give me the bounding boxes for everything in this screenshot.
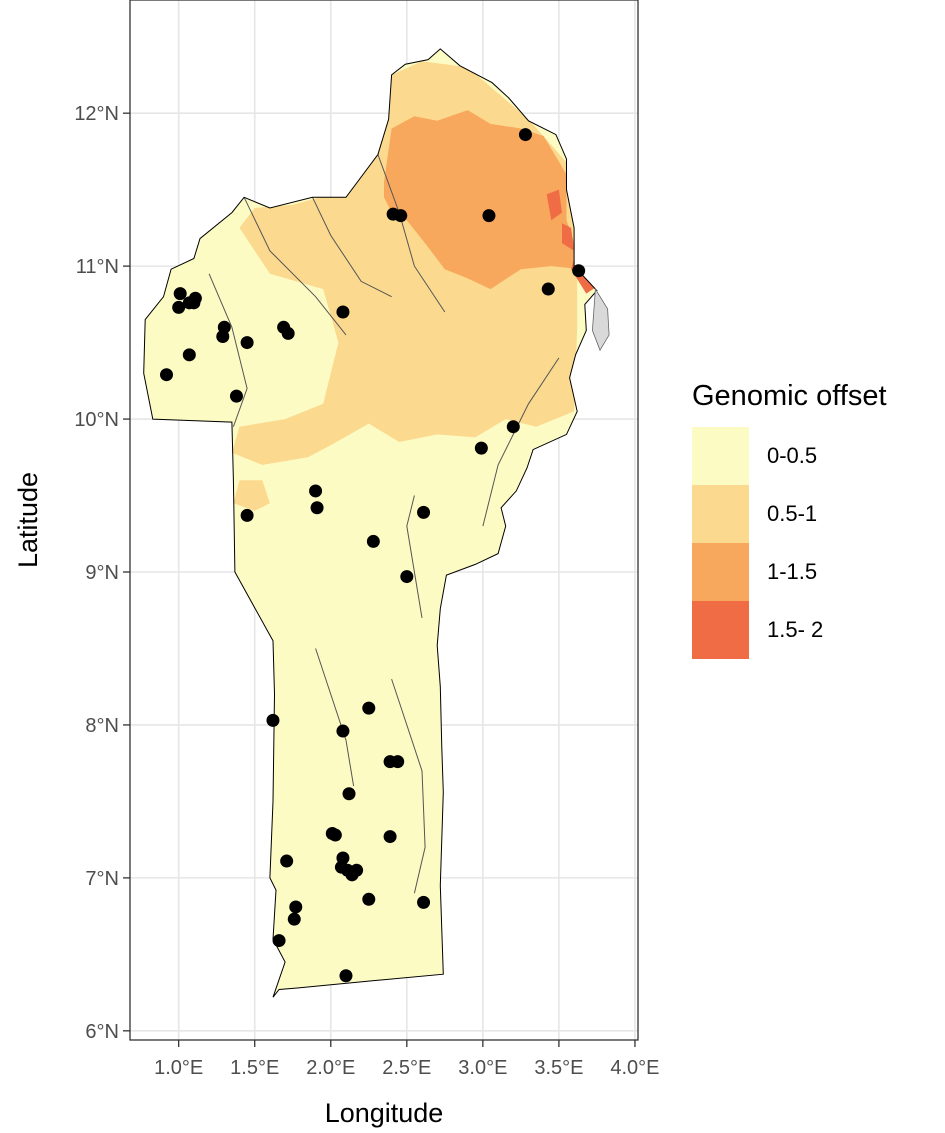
sample-point xyxy=(339,969,353,983)
sample-point xyxy=(229,389,243,403)
legend-key xyxy=(692,485,749,543)
sample-point xyxy=(216,329,230,343)
x-tick-label: 2.5°E xyxy=(382,1057,431,1079)
legend: Genomic offset 0-0.5 0.5-1 1-1.5 1.5- 2 xyxy=(692,380,887,659)
river-line xyxy=(406,495,423,618)
sample-point xyxy=(173,287,187,301)
x-tick-label: 3.0°E xyxy=(458,1057,507,1079)
sample-point xyxy=(366,534,380,548)
sample-point xyxy=(362,701,376,715)
y-tick-label: 11°N xyxy=(76,256,119,278)
y-axis-title: Latitude xyxy=(13,472,43,568)
x-tick-label: 1.0°E xyxy=(154,1057,203,1079)
sample-point xyxy=(240,508,254,522)
sample-points xyxy=(160,128,586,983)
sample-point xyxy=(482,209,496,223)
sample-point xyxy=(289,900,303,914)
sample-point xyxy=(287,912,301,926)
sample-point xyxy=(280,854,294,868)
sample-point xyxy=(240,336,254,350)
sample-point xyxy=(506,420,520,434)
sample-point xyxy=(182,348,196,362)
y-tick-label: 8°N xyxy=(85,715,119,737)
legend-label: 0.5-1 xyxy=(767,501,818,526)
sample-point xyxy=(572,264,586,278)
sample-point xyxy=(336,305,350,319)
river-line xyxy=(315,648,355,787)
zone-0.5-1-b xyxy=(233,480,270,511)
sample-point xyxy=(342,787,356,801)
sample-point xyxy=(336,724,350,738)
sample-point xyxy=(328,828,342,842)
river-line xyxy=(377,154,446,313)
sample-point xyxy=(541,282,555,296)
sample-point xyxy=(417,895,431,909)
sample-point xyxy=(272,934,286,948)
y-axis-ticks: 6°N 7°N 8°N 9°N 10°N 11°N 12°N xyxy=(74,103,130,1043)
x-axis-title: Longitude xyxy=(325,1098,444,1128)
sample-point xyxy=(474,441,488,455)
sample-point xyxy=(266,713,280,727)
sample-point xyxy=(518,128,532,142)
legend-entry: 0.5-1 xyxy=(692,485,887,543)
sample-point xyxy=(172,300,186,314)
sample-point xyxy=(394,209,408,223)
river-line xyxy=(312,197,392,298)
legend-entry: 1.5- 2 xyxy=(692,601,887,659)
rivers xyxy=(208,154,560,894)
legend-key xyxy=(692,427,749,485)
y-tick-label: 12°N xyxy=(74,103,119,125)
country-outline xyxy=(143,48,598,998)
sample-point xyxy=(383,830,397,844)
sample-point xyxy=(281,326,295,340)
panel-border xyxy=(129,0,639,1041)
sample-point xyxy=(391,755,405,769)
legend-label: 1.5- 2 xyxy=(767,617,824,642)
y-tick-label: 9°N xyxy=(85,562,119,584)
x-tick-label: 2.0°E xyxy=(306,1057,355,1079)
sample-point xyxy=(362,892,376,906)
x-tick-label: 3.5°E xyxy=(534,1057,583,1079)
legend-label: 0-0.5 xyxy=(767,443,818,468)
y-tick-label: 7°N xyxy=(85,868,119,890)
sample-point xyxy=(309,484,323,498)
legend-key xyxy=(692,601,749,659)
river-line xyxy=(208,273,248,427)
zone-1.5-2-a xyxy=(546,189,562,221)
y-tick-label: 6°N xyxy=(85,1021,119,1043)
east-border-sliver xyxy=(591,287,610,352)
sample-point xyxy=(310,501,324,515)
sample-point xyxy=(400,570,414,584)
x-axis-ticks: 1.0°E 1.5°E 2.0°E 2.5°E 3.0°E 3.5°E 4.0°E xyxy=(154,1040,660,1079)
sample-point xyxy=(417,505,431,519)
legend-title: Genomic offset xyxy=(692,380,887,412)
zone-1.5-2-b xyxy=(562,223,575,251)
river-line xyxy=(391,678,426,894)
zone-1-1.5 xyxy=(384,110,582,290)
sample-point xyxy=(350,863,364,877)
genomic-offset-zones xyxy=(231,61,596,511)
legend-label: 1-1.5 xyxy=(767,559,818,584)
sample-point xyxy=(187,296,201,310)
river-line xyxy=(482,357,560,527)
sample-point xyxy=(160,368,174,382)
x-tick-label: 1.5°E xyxy=(230,1057,279,1079)
x-tick-label: 4.0°E xyxy=(610,1057,659,1079)
legend-entry: 0-0.5 xyxy=(692,427,887,485)
legend-entry: 1-1.5 xyxy=(692,543,887,601)
legend-key xyxy=(692,543,749,601)
river-line xyxy=(243,197,347,336)
y-tick-label: 10°N xyxy=(74,409,119,431)
